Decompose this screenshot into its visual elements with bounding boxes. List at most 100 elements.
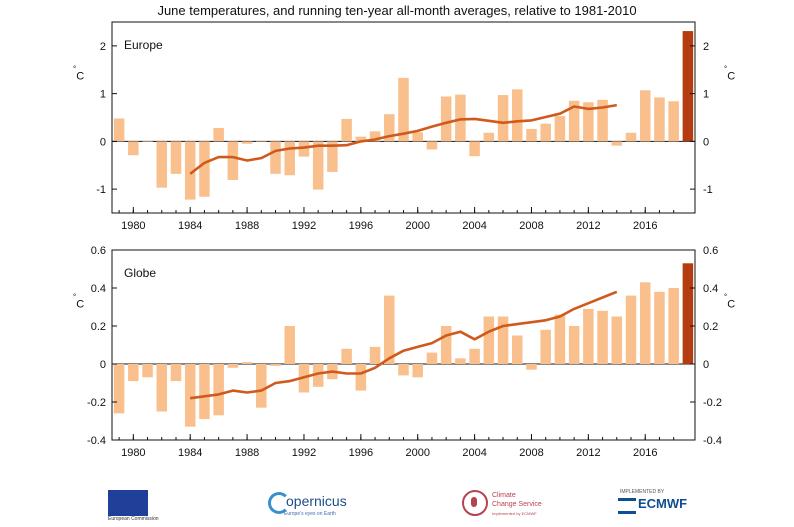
europe-running-mean-line	[189, 103, 618, 175]
europe-panel-label: Europe	[124, 38, 163, 52]
globe-ytick-label-left-4: 0.4	[91, 283, 106, 295]
globe-ytick-label-left-5: 0.6	[91, 245, 106, 257]
europe-bar-1984	[184, 141, 196, 200]
globe-bar-2002	[440, 326, 452, 364]
europe-ytick-label-left-0: -1	[96, 184, 106, 196]
europe-bar-2009	[540, 123, 551, 142]
europe-unit-label-right: °C	[724, 65, 735, 83]
europe-bar-1985	[199, 141, 210, 197]
europe-bar-1997	[369, 131, 381, 142]
europe-ytick-label-left-1: 0	[100, 136, 106, 148]
globe-unit-label-left: °C	[73, 292, 84, 310]
globe-ytick-label-left-3: 0.2	[91, 321, 106, 333]
globe-ytick-label-right-1: -0.2	[703, 397, 722, 409]
ec-logo-caption: European Commission	[108, 516, 159, 522]
copernicus-c-icon	[268, 492, 290, 514]
globe-bar-1989	[256, 364, 267, 408]
ecmwf-logo: IMPLEMENTED BY ECMWF	[618, 488, 688, 524]
globe-bar-1982	[156, 364, 168, 412]
logo-strip: European Commission opernicus Europe's e…	[0, 488, 794, 527]
europe-bar-1989	[256, 141, 267, 142]
c3s-logo: Climate Change Service Implemented by EC…	[462, 488, 562, 524]
globe-bar-1990	[270, 364, 281, 366]
globe-bar-2009	[540, 329, 551, 364]
globe-bar-1997	[369, 346, 381, 364]
globe-ytick-label-right-5: 0.6	[703, 245, 718, 257]
globe-xtick-label-7: 2008	[519, 447, 543, 459]
europe-ytick-label-right-0: -1	[703, 184, 713, 196]
globe-xtick-label-5: 2000	[405, 447, 429, 459]
europe-ytick-label-left-2: 1	[100, 89, 106, 101]
europe-xtick-label-6: 2004	[462, 220, 486, 232]
globe-ytick-label-left-2: 0	[100, 359, 106, 371]
c3s-thermometer-icon	[462, 490, 488, 516]
europe-bar-2004	[469, 141, 480, 157]
europe-bar-1993	[312, 141, 324, 190]
europe-unit-label-left: °C	[73, 65, 84, 83]
europe-xtick-label-8: 2012	[576, 220, 600, 232]
europe-bar-1981	[142, 140, 153, 142]
copernicus-wordmark: opernicus	[286, 493, 347, 509]
europe-bar-1998	[384, 114, 395, 142]
europe-bar-2014	[611, 141, 623, 146]
globe-bar-1991	[284, 326, 296, 364]
globe-bar-1996	[355, 364, 367, 391]
europe-bar-2013	[597, 99, 608, 142]
europe-bar-1995	[341, 118, 352, 142]
europe-bar-2018	[668, 101, 679, 142]
c3s-line2: Change Service	[492, 501, 542, 508]
europe-ytick-label-right-2: 1	[703, 89, 709, 101]
europe-bar-2006	[497, 95, 509, 142]
globe-xtick-label-6: 2004	[462, 447, 486, 459]
globe-bar-2018	[668, 288, 679, 364]
globe-bar-2008	[526, 364, 537, 370]
europe-bar-2005	[483, 132, 495, 142]
europe-bar-1994	[327, 141, 338, 172]
europe-ytick-label-right-3: 2	[703, 41, 709, 53]
globe-bar-2013	[597, 310, 608, 364]
globe-bar-1993	[312, 364, 324, 387]
copernicus-tagline: Europe's eyes on Earth	[284, 511, 336, 517]
globe-bar-1981	[142, 364, 153, 378]
europe-bar-2017	[654, 97, 665, 142]
europe-bar-2007	[511, 89, 523, 142]
globe-bar-2000	[412, 364, 423, 378]
globe-bar-1984	[184, 364, 196, 427]
chart-canvas: -1 -1 0 0 1 1 2 2 1980 1984 1988 1992 1996 2000 2004 20…	[73, 21, 735, 459]
globe-xtick-label-4: 1996	[349, 447, 373, 459]
globe-bar-1986	[213, 364, 224, 416]
globe-xtick-label-3: 1992	[292, 447, 316, 459]
globe-xtick-label-0: 1980	[121, 447, 145, 459]
europe-bar-2012	[583, 102, 594, 142]
europe-bar-1979	[113, 118, 125, 142]
globe-panel-label: Globe	[124, 266, 156, 280]
globe-bar-1983	[170, 364, 182, 382]
europe-bar-1982	[156, 141, 168, 188]
european-commission-logo: European Commission	[108, 488, 159, 524]
globe-bar-2004	[469, 348, 480, 364]
globe-bar-2010	[554, 314, 566, 364]
globe-bar-1985	[199, 364, 210, 420]
globe-bar-1995	[341, 348, 352, 364]
globe-bar-1987	[227, 364, 239, 368]
globe-bar-1980	[128, 364, 139, 382]
globe-bar-1979	[113, 364, 125, 414]
europe-bar-2011	[568, 100, 580, 142]
globe-bar-2005	[483, 316, 495, 364]
globe-unit-label-right: °C	[724, 292, 735, 310]
europe-bar-1986	[213, 128, 224, 142]
globe-ytick-label-right-0: -0.4	[703, 435, 722, 447]
c3s-line1: Climate	[492, 492, 516, 499]
europe-bar-2016	[639, 90, 651, 142]
europe-xtick-label-9: 2016	[633, 220, 657, 232]
globe-xtick-label-2: 1988	[235, 447, 259, 459]
copernicus-logo: opernicus Europe's eyes on Earth	[268, 488, 378, 524]
globe-bar-2017	[654, 291, 665, 364]
europe-bar-1980	[128, 141, 139, 156]
europe-bar-2008	[526, 128, 537, 142]
europe-xtick-label-7: 2008	[519, 220, 543, 232]
europe-bar-2003	[455, 94, 466, 142]
eu-flag-icon	[108, 490, 148, 516]
europe-xtick-label-5: 2000	[405, 220, 429, 232]
globe-bar-2016	[639, 282, 651, 364]
